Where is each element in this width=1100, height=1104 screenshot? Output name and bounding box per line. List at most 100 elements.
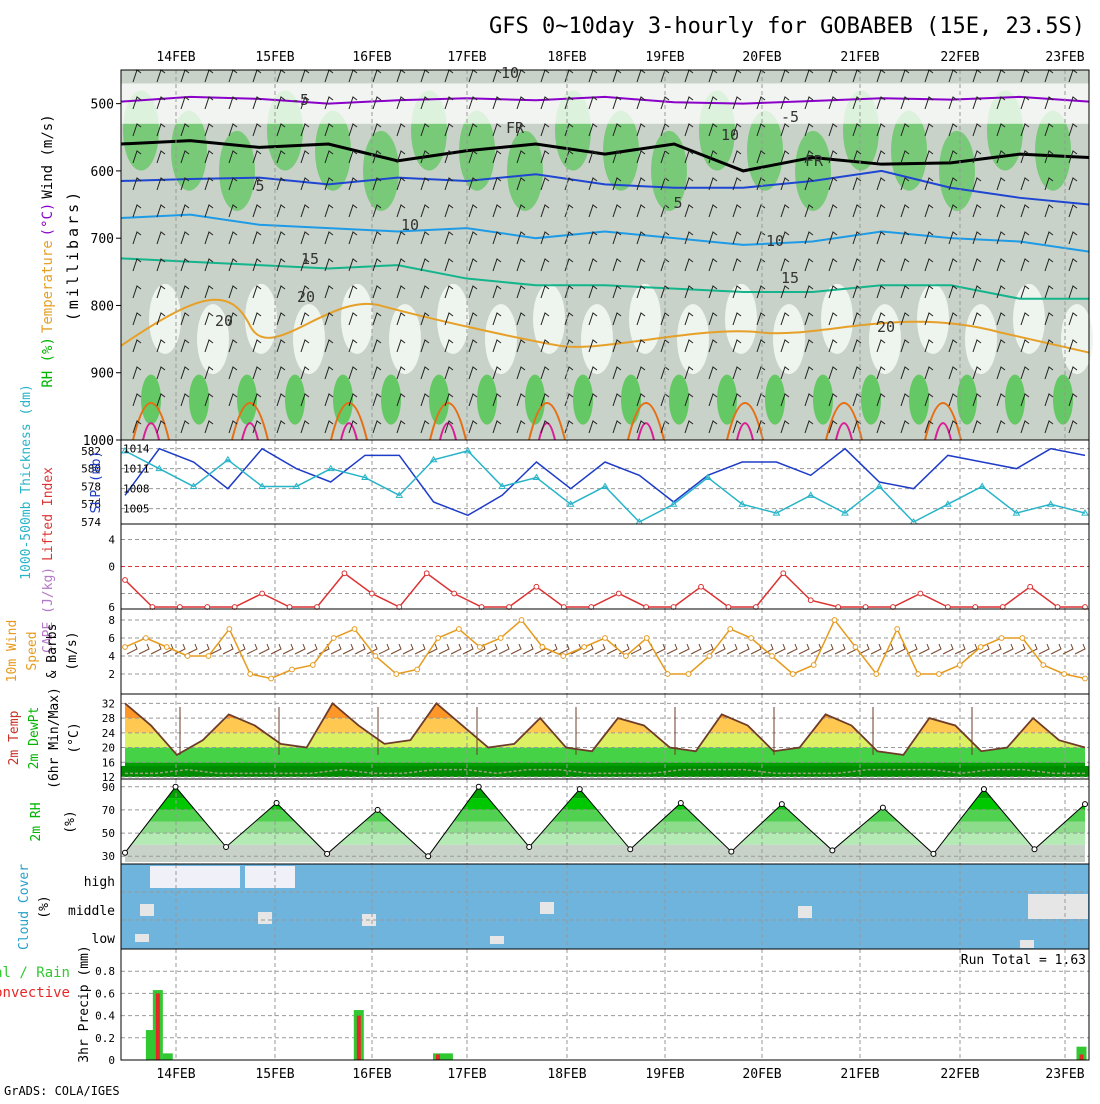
wind-barb: [300, 393, 310, 407]
panel-frame: [120, 948, 1090, 1061]
contour-label: 20: [877, 318, 895, 336]
series-thickness-point: [566, 500, 575, 507]
series-wind-speed-point: [602, 635, 608, 641]
wind-barb: [276, 393, 286, 407]
wind-barb: [396, 150, 406, 164]
wind-barb: [444, 96, 454, 110]
wind-barb: [396, 231, 406, 245]
wind-barb: [492, 285, 502, 299]
rh-blob-moist: [507, 130, 543, 211]
rh-blob-moist: [171, 110, 207, 191]
wind-barb: [468, 123, 478, 137]
wind-barb: [636, 177, 646, 191]
wind-barb: [684, 150, 694, 164]
wind-barb: [852, 177, 862, 191]
wind-barb: [204, 96, 214, 110]
wind-barb: [900, 204, 910, 218]
wind-barb: [420, 177, 430, 191]
y-axis-label-part: Cloud Cover: [17, 864, 32, 950]
wind-barb: [612, 339, 622, 353]
wind-barb: [828, 285, 838, 299]
series-rh-point: [172, 783, 179, 790]
wind-barb: [492, 231, 502, 245]
wind-barb: [468, 258, 478, 272]
y-axis-label-group: 2m Temp: [7, 710, 22, 765]
wind-barb: [804, 285, 814, 299]
wind-barb: [300, 420, 310, 434]
series-rh-point: [677, 799, 684, 806]
wind-barb: [1068, 393, 1078, 407]
wind-barb: [588, 150, 598, 164]
wind-barb: [276, 204, 286, 218]
wind-barb: [900, 231, 910, 245]
series-wind-speed-point: [769, 653, 775, 659]
wind-barb: [948, 231, 958, 245]
wind-barb: [516, 150, 526, 164]
wind-barb: [564, 258, 574, 272]
wind-barb: [396, 366, 406, 380]
wind-barb: [876, 393, 886, 407]
wind-barb: [996, 204, 1006, 218]
rh-blob-low: [429, 374, 449, 425]
series-rh-point: [475, 783, 482, 790]
wind-barb: [1044, 393, 1054, 407]
wind-barb: [540, 393, 550, 407]
wind-barb: [252, 285, 262, 299]
wind-barb: [924, 339, 934, 353]
wind-barb: [324, 177, 334, 191]
y-tick-label: 0: [108, 561, 115, 574]
wind-barb: [252, 204, 262, 218]
y-tick-label-left: 580: [81, 463, 101, 476]
rh-blob-dry: [965, 304, 997, 375]
wind-barb: [948, 312, 958, 326]
dewpt-area: [121, 765, 1089, 777]
wind-barb: [870, 643, 882, 655]
wind-barb: [924, 393, 934, 407]
wind-barb: [804, 393, 814, 407]
wind-barb: [228, 204, 238, 218]
wind-barb: [234, 643, 246, 655]
y-tick-label: 24: [102, 727, 116, 740]
y-axis-label-part: (6hr Min/Max): [47, 687, 62, 789]
series-rh-point: [829, 847, 836, 854]
isotherm-25: [132, 402, 170, 441]
wind-barb: [828, 258, 838, 272]
y-axis-label-part: CAPE (J/kg): [41, 567, 56, 653]
wind-barb: [780, 285, 790, 299]
panel-frame: [120, 608, 1090, 695]
wind-barb: [948, 123, 958, 137]
wind-barb: [924, 366, 934, 380]
wind-barb: [186, 643, 198, 655]
wind-barb: [204, 204, 214, 218]
wind-barb: [900, 96, 910, 110]
wind-barb: [444, 420, 454, 434]
wind-barb: [900, 339, 910, 353]
precip-bar-total: [145, 1030, 156, 1060]
series-thickness-point: [875, 482, 884, 489]
wind-barb: [900, 177, 910, 191]
wind-barb: [1044, 420, 1054, 434]
series-rh-point: [627, 846, 634, 853]
wind-barb: [564, 312, 574, 326]
rh-blob-dry: [533, 283, 565, 354]
wind-barb: [468, 150, 478, 164]
wind-barb: [996, 231, 1006, 245]
wind-barb: [306, 643, 318, 655]
wind-barb: [732, 339, 742, 353]
series-lifted-index-point: [122, 577, 128, 583]
wind-barb: [540, 420, 550, 434]
isotherm-25: [627, 402, 665, 441]
wind-barb: [708, 204, 718, 218]
wind-barb: [732, 258, 742, 272]
series-thickness-point: [806, 491, 815, 498]
wind-barb: [1020, 150, 1030, 164]
series-thickness-point: [326, 464, 335, 472]
wind-barb: [156, 123, 166, 137]
wind-barb: [204, 177, 214, 191]
wind-barb: [180, 96, 190, 110]
series-thickness-point: [258, 482, 267, 489]
wind-barb: [588, 177, 598, 191]
wind-barb: [1044, 285, 1054, 299]
wind-barb: [612, 231, 622, 245]
wind-barb: [330, 643, 342, 655]
